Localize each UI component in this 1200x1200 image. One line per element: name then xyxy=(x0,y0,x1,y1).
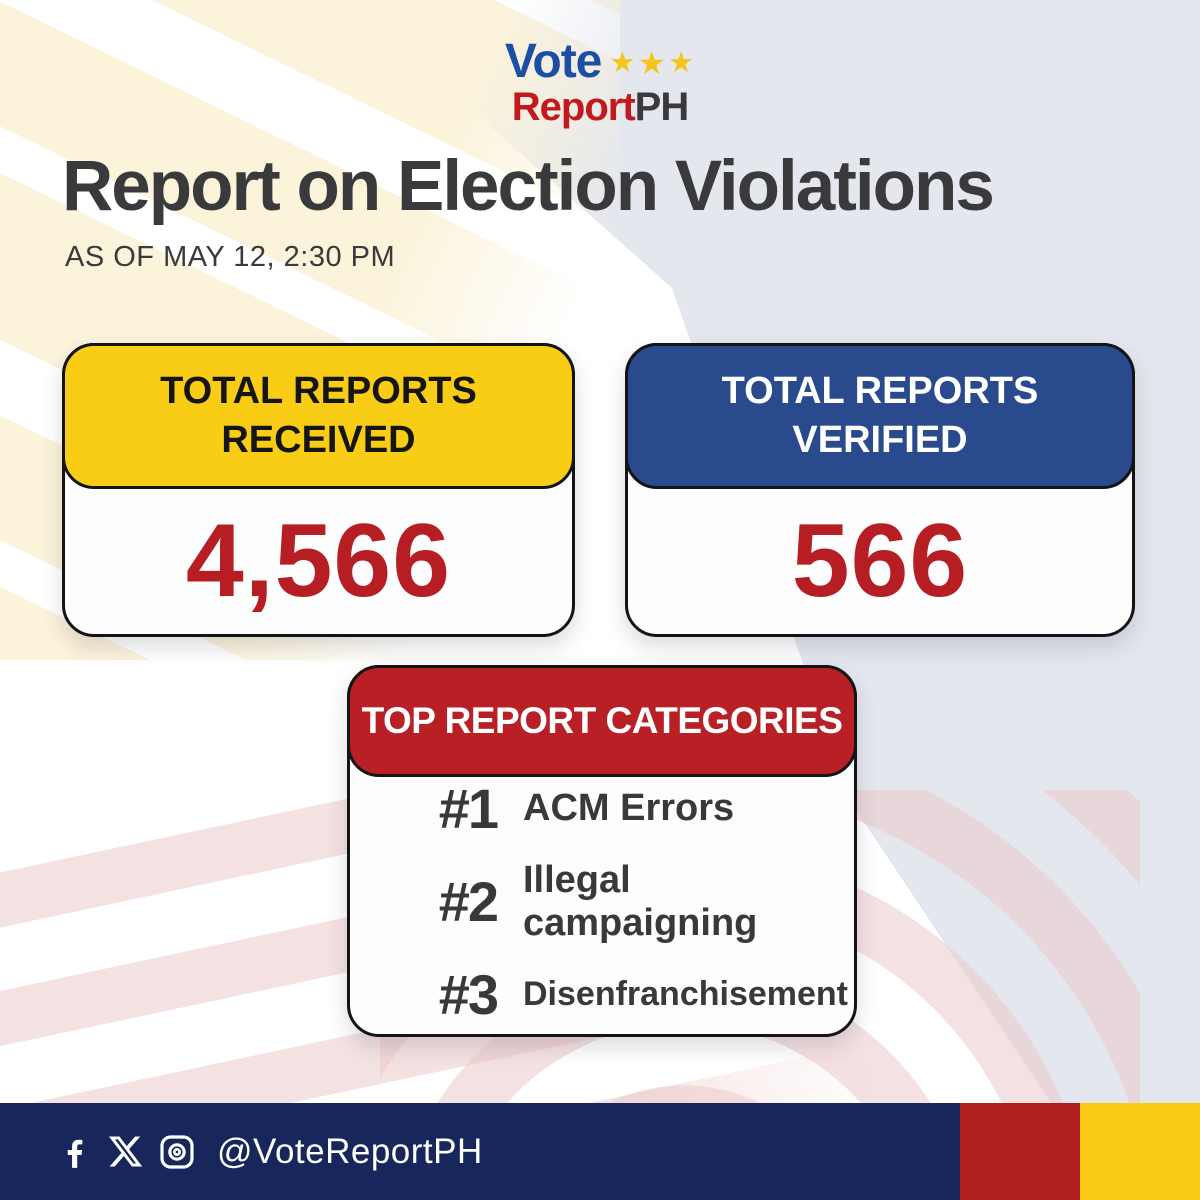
social-handle: @VoteReportPH xyxy=(217,1131,483,1171)
instagram-icon xyxy=(157,1132,197,1172)
category-rank: #1 xyxy=(438,776,499,840)
stat-header-received: TOTAL REPORTS RECEIVED xyxy=(62,343,575,489)
footer-bar: @VoteReportPH xyxy=(0,1103,960,1200)
footer-yellow-block xyxy=(1080,1103,1200,1200)
footer-red-block xyxy=(960,1103,1080,1200)
categories-card: TOP REPORT CATEGORIES #1 ACM Errors #2 I… xyxy=(347,665,857,1037)
category-row: #3 Disenfranchisement xyxy=(405,962,848,1026)
facebook-icon xyxy=(56,1132,94,1172)
as-of-timestamp: AS OF MAY 12, 2:30 PM xyxy=(65,241,396,273)
logo-ph-text: PH xyxy=(634,85,690,129)
category-rank: #2 xyxy=(438,869,499,933)
star-icon: ★ xyxy=(668,46,696,79)
category-row: #1 ACM Errors xyxy=(405,776,834,840)
category-rank: #3 xyxy=(438,962,499,1026)
stat-label-received: TOTAL REPORTS RECEIVED xyxy=(160,369,477,461)
logo: Vote ★ ★ ★ ReportPH xyxy=(0,38,1200,129)
categories-header: TOP REPORT CATEGORIES xyxy=(347,665,857,777)
category-label: ACM Errors xyxy=(523,787,735,829)
stat-label-verified: TOTAL REPORTS VERIFIED xyxy=(721,369,1039,461)
categories-list: #1 ACM Errors #2 Illegal campaigning #3 … xyxy=(350,777,854,1034)
star-icon: ★ xyxy=(609,46,637,79)
stat-value-verified: 566 xyxy=(791,503,969,619)
stat-card-received: TOTAL REPORTS RECEIVED 4,566 xyxy=(62,343,575,637)
logo-vote-text: Vote xyxy=(504,35,602,88)
stat-value-received: 4,566 xyxy=(185,503,452,619)
logo-report-text: Report xyxy=(511,85,636,129)
x-icon xyxy=(107,1133,144,1170)
stat-header-verified: TOTAL REPORTS VERIFIED xyxy=(625,343,1135,489)
categories-title: TOP REPORT CATEGORIES xyxy=(361,700,843,741)
logo-line-vote: Vote ★ ★ ★ xyxy=(505,38,695,86)
logo-line-report: ReportPH xyxy=(511,85,690,129)
star-icon: ★ xyxy=(637,45,668,81)
category-row: #2 Illegal campaigning xyxy=(405,859,834,945)
stat-card-verified: TOTAL REPORTS VERIFIED 566 xyxy=(625,343,1135,637)
page-title: Report on Election Violations xyxy=(62,147,995,226)
category-label: Disenfranchisement xyxy=(523,975,848,1013)
category-label: Illegal campaigning xyxy=(523,858,758,944)
logo-stars: ★ ★ ★ xyxy=(609,47,695,79)
